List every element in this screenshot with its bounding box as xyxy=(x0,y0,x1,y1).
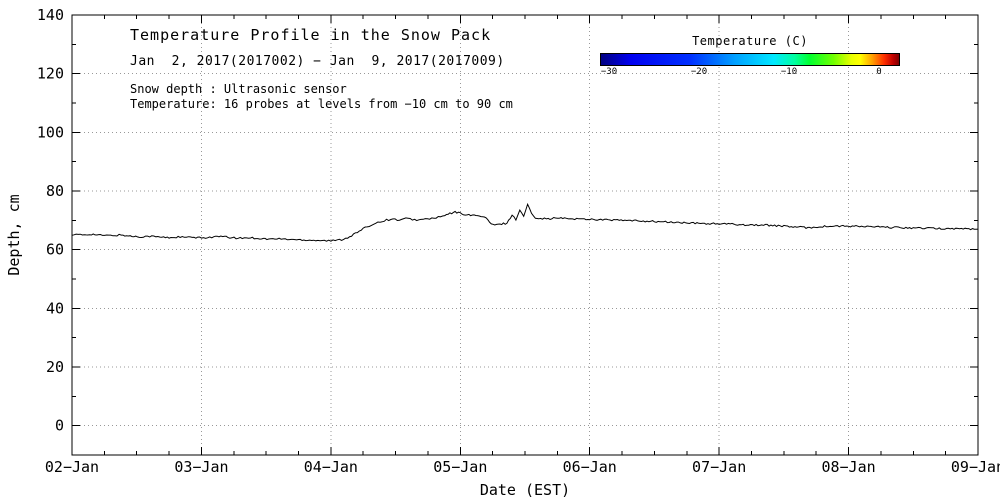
snow-depth-note: Snow depth : Ultrasonic sensor xyxy=(130,82,347,96)
y-tick-label: 20 xyxy=(46,358,64,376)
colorbar-title: Temperature (C) xyxy=(692,34,808,48)
y-tick-label: 80 xyxy=(46,182,64,200)
x-tick-label: 02−Jan xyxy=(45,458,99,476)
probes-note: Temperature: 16 probes at levels from −1… xyxy=(130,97,513,111)
y-tick-label: 60 xyxy=(46,241,64,259)
colorbar-gradient xyxy=(600,53,900,66)
x-tick-label: 06−Jan xyxy=(563,458,617,476)
y-tick-label: 120 xyxy=(37,65,64,83)
chart-date-range: Jan 2, 2017(2017002) − Jan 9, 2017(20170… xyxy=(130,54,505,69)
x-tick-label: 08−Jan xyxy=(821,458,875,476)
colorbar-tick-label: −30 xyxy=(600,67,618,77)
x-tick-label: 04−Jan xyxy=(304,458,358,476)
x-tick-label: 03−Jan xyxy=(174,458,228,476)
colorbar-tick-label: −20 xyxy=(690,67,708,77)
temperature-colorbar: Temperature (C) −30 −20 −10 0 xyxy=(600,34,900,78)
axes-box xyxy=(71,14,979,456)
y-axis-label: Depth, cm xyxy=(5,194,23,276)
y-tick-label: 100 xyxy=(37,123,64,141)
x-tick-label: 09−Jan xyxy=(951,458,1000,476)
colorbar-tick-labels: −30 −20 −10 0 xyxy=(600,66,900,78)
x-tick-label: 07−Jan xyxy=(692,458,746,476)
snow-depth-trace xyxy=(71,202,979,242)
x-tick-label: 05−Jan xyxy=(433,458,487,476)
y-tick-label: 140 xyxy=(37,6,64,24)
chart-title: Temperature Profile in the Snow Pack xyxy=(130,26,492,44)
y-tick-label: 40 xyxy=(46,299,64,317)
y-tick-label: 0 xyxy=(55,417,64,435)
x-axis-label: Date (EST) xyxy=(479,481,571,499)
colorbar-tick-label: 0 xyxy=(876,67,882,77)
colorbar-tick-label: −10 xyxy=(780,67,798,77)
